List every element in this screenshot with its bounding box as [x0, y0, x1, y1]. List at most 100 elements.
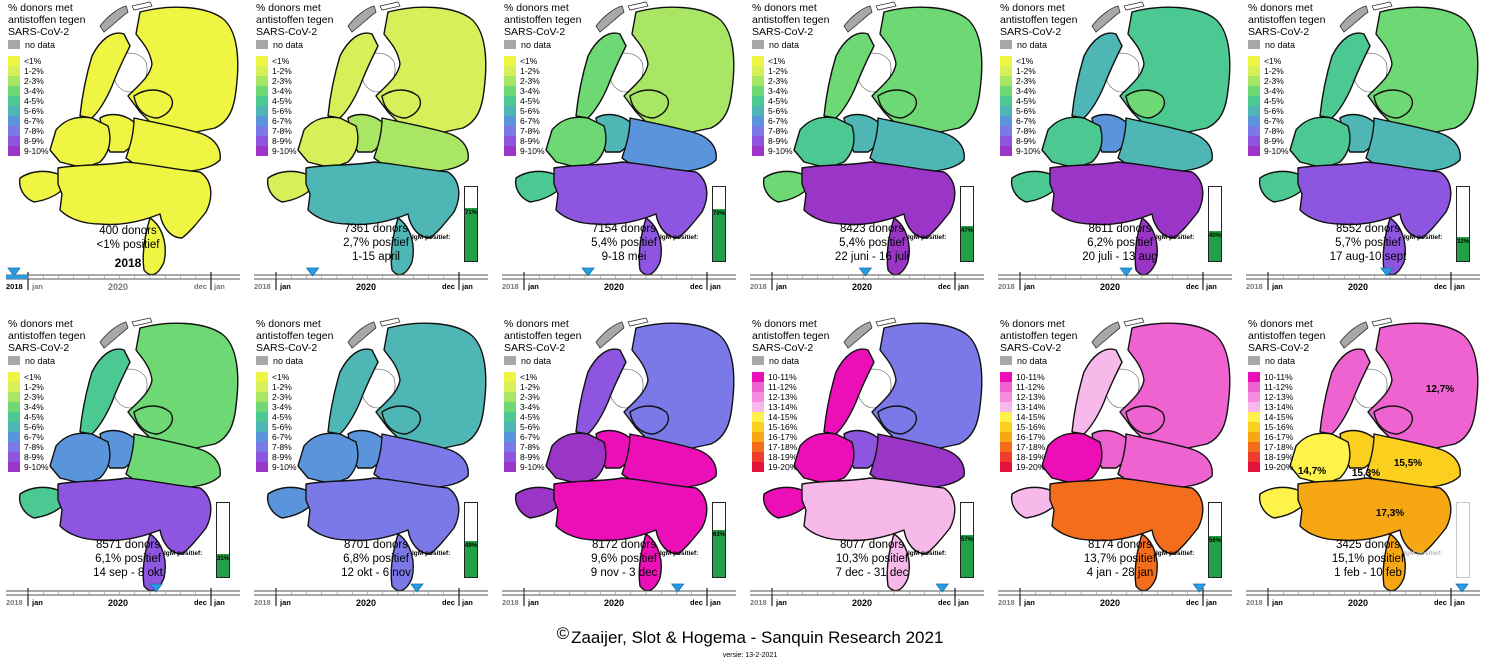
netherlands-map: [762, 317, 983, 592]
region-south: [1297, 161, 1452, 276]
timeline-2018-label: 2018: [1246, 598, 1263, 607]
legend-swatch: [752, 86, 764, 96]
legend-row: 3-4%: [256, 402, 297, 412]
region-gelderland: [373, 433, 469, 489]
legend-row: 4-5%: [8, 412, 49, 422]
legend-label: 6-7%: [272, 116, 292, 126]
legend-label: 17-18%: [768, 442, 798, 452]
legend-no-data: no data: [752, 356, 799, 367]
legend-row: <1%: [256, 56, 297, 66]
wadden-island: [379, 317, 401, 327]
region-flevoland: [133, 405, 174, 435]
legend-label: 12-13%: [1016, 392, 1046, 402]
legend-swatch-no-data: [504, 40, 516, 49]
timeline-2018-label: 2018: [6, 598, 23, 607]
legend-label: 19-20%: [768, 462, 798, 472]
legend-row: 3-4%: [8, 402, 49, 412]
legend-row: 11-12%: [1248, 382, 1293, 392]
legend-swatch: [1000, 76, 1012, 86]
legend: 10-11% 11-12% 12-13% 13-14% 14-15% 15-16% 16-1…: [1248, 372, 1293, 472]
legend-label: 8-9%: [24, 452, 44, 462]
legend-label: 6-7%: [520, 432, 540, 442]
donor-count: 8077 donors: [840, 539, 904, 551]
legend-swatch: [504, 146, 516, 156]
legend-row: 18-19%: [1000, 452, 1045, 462]
legend-label: 8-9%: [768, 136, 788, 146]
legend-no-data-label: no data: [769, 40, 800, 50]
legend-swatch: [8, 116, 20, 126]
region-zeeland: [762, 486, 813, 519]
legend-label: 7-8%: [1264, 126, 1284, 136]
legend-swatch: [504, 56, 516, 66]
map-panel: % donors met antistoffen tegen SARS-CoV-…: [496, 316, 742, 616]
legend-label: 4-5%: [1016, 96, 1036, 106]
legend-label: 18-19%: [1264, 452, 1294, 462]
legend-swatch: [1000, 452, 1012, 462]
legend-label: 8-9%: [1264, 136, 1284, 146]
timeline-jan-label: jan: [528, 598, 539, 607]
timeline-jan-label: jan: [1024, 282, 1035, 291]
legend-swatch: [1248, 372, 1260, 382]
legend-label: 9-10%: [272, 146, 297, 156]
positive-rate: 6,2% positief: [1087, 237, 1153, 249]
timeline-2020-label: 2020: [356, 282, 377, 292]
region-zeeland: [514, 170, 565, 203]
legend-swatch: [1000, 66, 1012, 76]
region-gelderland: [373, 117, 469, 173]
legend: <1% 1-2% 2-3% 3-4% 4-5% 5-6% 6-7% 7-8% 8-9% 9-10%: [1000, 56, 1041, 156]
legend-row: 5-6%: [504, 106, 545, 116]
region-gelderland: [869, 433, 965, 489]
legend-label: 5-6%: [24, 106, 44, 116]
legend-row: 5-6%: [256, 106, 297, 116]
igm-percent: 47%: [961, 228, 974, 234]
legend-swatch: [1000, 126, 1012, 136]
donor-count: 8174 donors: [1088, 539, 1152, 551]
legend-no-data-label: no data: [273, 40, 304, 50]
legend-label: 11-12%: [768, 382, 797, 392]
legend-label: 9-10%: [520, 146, 545, 156]
legend-label: 9-10%: [768, 146, 793, 156]
legend-row: 5-6%: [8, 422, 49, 432]
legend-label: 11-12%: [1264, 382, 1293, 392]
timeline-jan2-label: jan: [1454, 282, 1465, 291]
period-label: 20 juli - 13 aug: [1082, 251, 1158, 263]
region-gelderland: [1365, 117, 1461, 173]
timeline: 2018 jan 2020 dec jan: [248, 266, 494, 292]
igm-gauge-fill: [961, 535, 973, 577]
region-noordholland: [79, 348, 131, 435]
timeline: 2018 jan 2020 dec jan: [496, 266, 742, 292]
period-label: 17 aug-10 sept: [1329, 251, 1407, 263]
timeline-track: [750, 267, 984, 290]
legend-no-data-label: no data: [1017, 40, 1048, 50]
netherlands-map: [18, 1, 239, 276]
legend-row: 1-2%: [256, 382, 297, 392]
legend-no-data: no data: [1000, 40, 1047, 51]
legend-label: 7-8%: [1016, 126, 1036, 136]
legend-row: 12-13%: [1248, 392, 1293, 402]
map-panel: % donors met antistoffen tegen SARS-CoV-…: [1240, 0, 1486, 300]
legend-swatch: [1000, 392, 1012, 402]
region-flevoland: [1125, 89, 1166, 119]
legend-row: 17-18%: [1000, 442, 1045, 452]
legend-label: 2-3%: [1264, 76, 1284, 86]
netherlands-map: [266, 317, 487, 592]
timeline-dec-label: dec: [1434, 282, 1447, 291]
legend-row: 9-10%: [504, 462, 545, 472]
wadden-island-nodata: [347, 5, 377, 33]
legend-row: 6-7%: [256, 432, 297, 442]
legend-swatch: [504, 126, 516, 136]
legend-swatch-no-data: [1000, 356, 1012, 365]
region-flevoland: [629, 405, 670, 435]
legend-label: 1-2%: [520, 66, 540, 76]
legend-swatch: [8, 442, 20, 452]
panel-stats: 7154 donors 5,4% positief 9-18 mei: [554, 222, 694, 264]
legend-swatch: [1000, 382, 1012, 392]
legend-row: 7-8%: [256, 126, 297, 136]
timeline-marker: [1455, 583, 1469, 593]
legend-title: % donors met antistoffen tegen SARS-CoV-…: [8, 2, 86, 38]
legend-row: 8-9%: [256, 136, 297, 146]
region-zuidholland: [297, 432, 359, 485]
legend-swatch: [504, 372, 516, 382]
panel-stats: 8571 donors 6,1% positief 14 sep - 8 okt: [58, 538, 198, 580]
legend-row: 6-7%: [1248, 116, 1289, 126]
